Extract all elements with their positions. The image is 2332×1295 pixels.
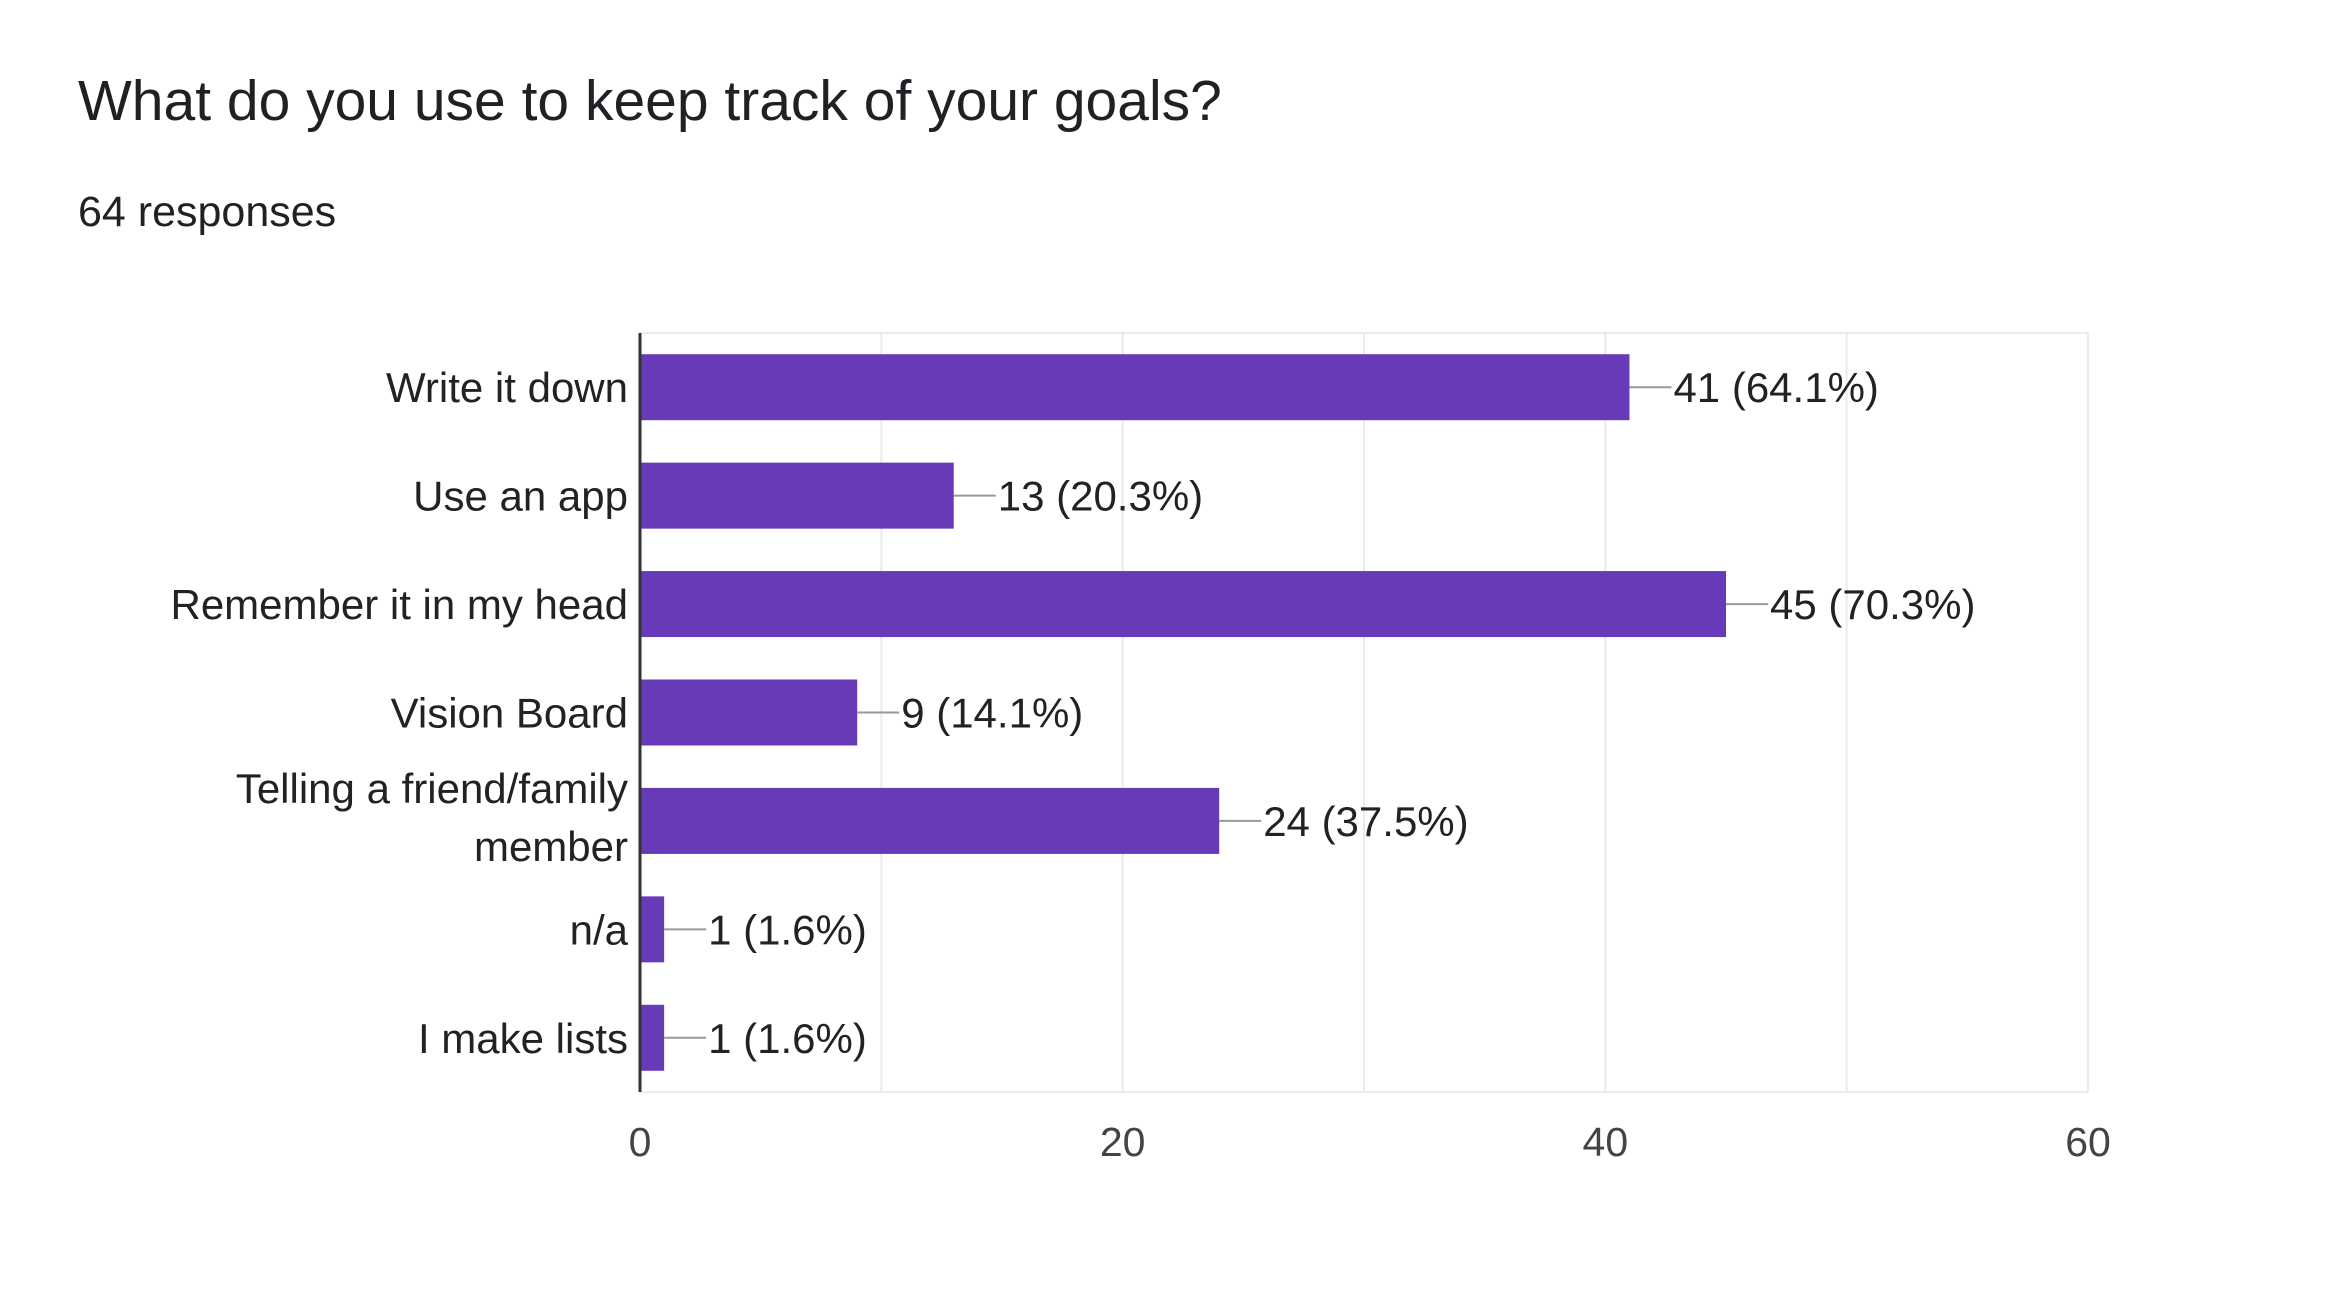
bar	[640, 896, 665, 963]
data-label: 45 (70.3%)	[1770, 581, 1975, 628]
bar	[640, 1004, 665, 1071]
bar	[640, 571, 1726, 638]
category-label: I make lists	[418, 1015, 628, 1062]
gridlines	[640, 332, 2089, 1093]
category-label: Telling a friend/family member	[236, 765, 628, 870]
x-tick-label: 60	[2065, 1119, 2111, 1165]
data-label: 9 (14.1%)	[901, 690, 1083, 737]
data-label: 1 (1.6%)	[708, 1015, 867, 1062]
x-tick-label: 40	[1583, 1119, 1629, 1165]
x-tick-labels: 0 20 40 60	[629, 1119, 2111, 1165]
response-count: 64 responses	[78, 188, 337, 236]
category-label: Use an app	[413, 473, 628, 520]
category-label: Remember it in my head	[170, 581, 628, 628]
bar	[640, 679, 858, 746]
x-tick-label: 20	[1100, 1119, 1146, 1165]
bar	[640, 462, 954, 529]
chart-title: What do you use to keep track of your go…	[78, 69, 1222, 133]
category-label: Vision Board	[391, 690, 628, 737]
data-label: 1 (1.6%)	[708, 906, 867, 953]
category-label: Write it down	[386, 364, 628, 411]
data-label-leaders	[664, 386, 1768, 1039]
category-labels: Write it down Use an app Remember it in my…	[170, 364, 628, 1062]
category-label: n/a	[570, 906, 629, 953]
x-tick-label: 0	[629, 1119, 652, 1165]
data-label: 24 (37.5%)	[1263, 798, 1468, 845]
data-label: 13 (20.3%)	[998, 473, 1203, 520]
data-label: 41 (64.1%)	[1673, 364, 1878, 411]
data-labels: 41 (64.1%) 13 (20.3%) 45 (70.3%) 9 (14.1%) 2…	[708, 364, 1975, 1062]
bar	[640, 354, 1630, 421]
bar	[640, 787, 1220, 854]
bars	[640, 354, 1726, 1071]
